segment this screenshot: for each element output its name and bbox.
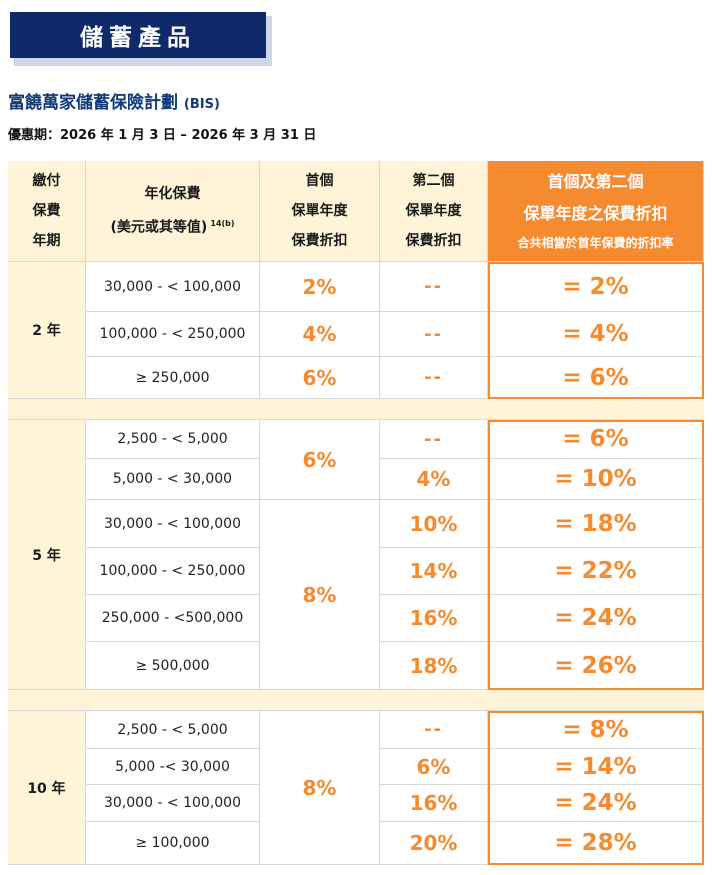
combined-discount: = 24% [488, 785, 704, 822]
header-line: 首個及第二個 [547, 172, 644, 191]
first-year-discount: 8% [260, 500, 380, 690]
group-separator [8, 690, 704, 711]
first-year-discount: 8% [260, 711, 380, 865]
premium-range: 5,000 -< 30,000 [86, 749, 260, 785]
premium-range: 30,000 - < 100,000 [86, 785, 260, 822]
combined-discount: = 18% [488, 500, 704, 548]
combined-discount: = 26% [488, 642, 704, 690]
combined-discount: = 6% [488, 420, 704, 459]
first-year-discount: 4% [260, 312, 380, 357]
second-year-discount: -- [380, 711, 488, 749]
premium-range: 2,500 - < 5,000 [86, 711, 260, 749]
header-line: 保單年度 [405, 203, 462, 219]
header-line: (美元或其等值) 14(b) [110, 219, 235, 236]
header-second-year: 第二個保單年度保費折扣 [380, 161, 488, 262]
combined-discount: = 10% [488, 459, 704, 500]
term-label: 2 年 [8, 262, 86, 399]
premium-range: 30,000 - < 100,000 [86, 262, 260, 312]
first-year-discount: 6% [260, 420, 380, 500]
combined-discount: = 28% [488, 822, 704, 865]
second-year-discount: -- [380, 312, 488, 357]
premium-range: 100,000 - < 250,000 [86, 312, 260, 357]
term-label: 5 年 [8, 420, 86, 690]
second-year-discount: 14% [380, 548, 488, 595]
premium-range: 100,000 - < 250,000 [86, 548, 260, 595]
header-line: 第二個 [412, 173, 455, 189]
combined-discount: = 2% [488, 262, 704, 312]
combined-discount: = 22% [488, 548, 704, 595]
second-year-discount: 6% [380, 749, 488, 785]
premium-range: 2,500 - < 5,000 [86, 420, 260, 459]
group-separator [8, 399, 704, 420]
header-line: 保費折扣 [291, 233, 348, 249]
plan-title: 富饒萬家儲蓄保險計劃 (BIS) [8, 88, 220, 113]
header-line: 保費折扣 [405, 233, 462, 249]
header-combined: 首個及第二個保單年度之保費折扣合共相當於首年保費的折扣率 [488, 161, 704, 262]
second-year-discount: -- [380, 357, 488, 399]
second-year-discount: 16% [380, 595, 488, 642]
combined-discount: = 24% [488, 595, 704, 642]
second-year-discount: -- [380, 262, 488, 312]
first-year-discount: 6% [260, 357, 380, 399]
header-premium: 年化保費 (美元或其等值) 14(b) [86, 161, 260, 262]
combined-discount: = 4% [488, 312, 704, 357]
header-line: 首個 [305, 173, 334, 189]
second-year-discount: -- [380, 420, 488, 459]
premium-range: 30,000 - < 100,000 [86, 500, 260, 548]
footnote-ref: 14(b) [210, 219, 235, 229]
first-year-discount: 2% [260, 262, 380, 312]
header-first-year: 首個保單年度保費折扣 [260, 161, 380, 262]
header-line: 保單年度 [291, 203, 348, 219]
header-line: 合共相當於首年保費的折扣率 [517, 236, 674, 250]
second-year-discount: 18% [380, 642, 488, 690]
premium-range: ≥ 500,000 [86, 642, 260, 690]
plan-name: 富饒萬家儲蓄保險計劃 [8, 93, 178, 113]
second-year-discount: 16% [380, 785, 488, 822]
plan-code: (BIS) [183, 97, 220, 112]
header-term: 繳付 保費 年期 [8, 161, 86, 262]
premium-range: 5,000 - < 30,000 [86, 459, 260, 500]
second-year-discount: 10% [380, 500, 488, 548]
header-line: 年期 [32, 233, 61, 249]
combined-discount: = 8% [488, 711, 704, 749]
banner-title: 儲蓄產品 [10, 12, 266, 58]
premium-range: ≥ 250,000 [86, 357, 260, 399]
premium-range: 250,000 - <500,000 [86, 595, 260, 642]
second-year-discount: 20% [380, 822, 488, 865]
combined-discount: = 14% [488, 749, 704, 785]
term-label: 10 年 [8, 711, 86, 865]
header-line: 保費 [32, 203, 61, 219]
header-line: 年化保費 [144, 186, 201, 203]
second-year-discount: 4% [380, 459, 488, 500]
header-line: 保單年度之保費折扣 [523, 204, 668, 223]
combined-discount: = 6% [488, 357, 704, 399]
section-banner: 儲蓄產品 [10, 12, 272, 66]
premium-range: ≥ 100,000 [86, 822, 260, 865]
header-line: 繳付 [32, 173, 61, 189]
offer-period: 優惠期：2026 年 1 月 3 日 – 2026 年 3 月 31 日 [8, 128, 317, 143]
